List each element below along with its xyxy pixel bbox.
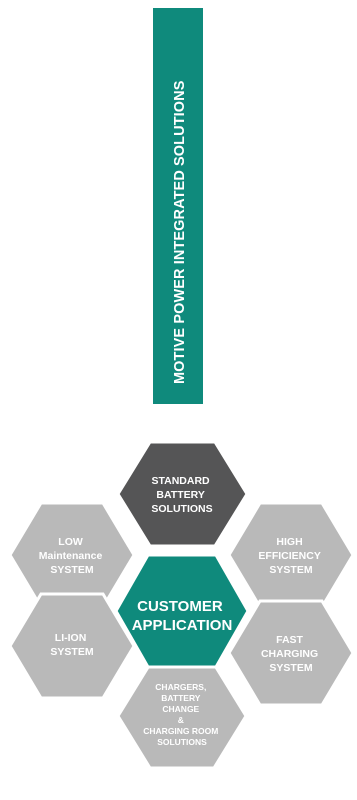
- label-line: HIGH: [276, 536, 302, 548]
- label-line: BATTERY: [156, 489, 204, 501]
- title-bar: [153, 8, 203, 404]
- label-line: BATTERY: [161, 693, 201, 703]
- label-line: CUSTOMER: [137, 598, 223, 615]
- label-line: SOLUTIONS: [151, 503, 212, 515]
- label-line: &: [178, 715, 184, 725]
- label-line: CHARGING: [261, 648, 318, 660]
- label-line: Maintenance: [39, 550, 103, 562]
- label-line: CHARGING ROOM: [143, 726, 218, 736]
- label-line: LI-ION: [55, 632, 87, 644]
- label-standard-battery-solutions: STANDARD BATTERY SOLUTIONS: [151, 475, 212, 515]
- label-line: CHANGE: [162, 704, 199, 714]
- label-line: SYSTEM: [269, 662, 312, 674]
- label-fast-charging-system: FAST CHARGING SYSTEM: [261, 634, 321, 674]
- label-line: STANDARD: [151, 475, 210, 487]
- label-line: SYSTEM: [50, 564, 93, 576]
- label-chargers-battery-change: CHARGERS, BATTERY CHANGE & CHARGING ROOM…: [143, 682, 220, 747]
- label-li-ion-system: LI-ION SYSTEM: [50, 632, 93, 658]
- hex-standard-battery-solutions[interactable]: [116, 440, 249, 548]
- hex-fast-charging-system[interactable]: [227, 599, 355, 707]
- hex-li-ion-system[interactable]: [8, 592, 136, 700]
- label-line: APPLICATION: [132, 617, 233, 634]
- label-line: SOLUTIONS: [157, 737, 207, 747]
- hex-customer-application[interactable]: [114, 553, 250, 669]
- label-line: EFFICIENCY: [258, 550, 320, 562]
- label-line: LOW: [58, 536, 83, 548]
- label-low-maintenance-system: LOW Maintenance SYSTEM: [39, 536, 106, 576]
- label-line: SYSTEM: [269, 564, 312, 576]
- label-high-efficiency-system: HIGH EFFICIENCY SYSTEM: [258, 536, 323, 576]
- label-line: CHARGERS,: [155, 682, 206, 692]
- label-line: SYSTEM: [50, 646, 93, 658]
- label-line: FAST: [276, 634, 303, 646]
- title-bar-label: MOTIVE POWER INTEGRATED SOLUTIONS: [172, 80, 188, 384]
- label-customer-application: CUSTOMER APPLICATION: [132, 598, 233, 634]
